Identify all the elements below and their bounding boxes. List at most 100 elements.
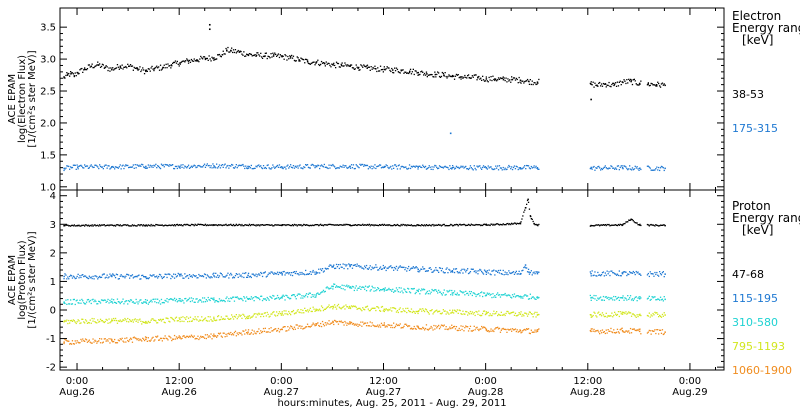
data-point: [418, 327, 420, 329]
data-point: [398, 287, 400, 289]
data-point: [99, 302, 102, 304]
data-point: [360, 288, 362, 290]
data-point: [178, 273, 180, 276]
data-point: [619, 223, 621, 225]
data-point: [108, 302, 110, 304]
data-point: [265, 224, 267, 226]
data-point: [660, 316, 663, 318]
data-point: [417, 325, 419, 327]
data-point: [468, 328, 471, 330]
data-point: [191, 276, 193, 278]
data-point: [174, 273, 177, 276]
data-point: [268, 167, 270, 169]
data-point: [178, 298, 180, 300]
data-point: [327, 223, 329, 226]
data-point: [74, 277, 76, 280]
data-point: [344, 224, 346, 226]
data-point: [200, 223, 202, 225]
data-point: [95, 321, 97, 324]
data-point: [534, 311, 536, 313]
data-point: [344, 62, 346, 64]
data-point: [187, 299, 189, 301]
data-point: [509, 313, 511, 315]
data-point: [647, 224, 649, 226]
data-point: [448, 290, 450, 292]
data-point: [327, 306, 329, 308]
data-point: [367, 325, 369, 327]
data-point: [413, 287, 415, 290]
data-point: [182, 164, 184, 166]
data-point: [84, 338, 87, 340]
data-point: [443, 324, 445, 326]
data-point: [161, 340, 163, 342]
data-point: [253, 274, 255, 276]
data-point: [516, 329, 518, 331]
x-tick-label-date: Aug.29: [672, 387, 707, 398]
y-tick-label-electron: 3.0: [40, 55, 56, 66]
data-point: [98, 300, 100, 302]
data-point: [384, 326, 386, 328]
data-point: [504, 314, 506, 317]
data-point: [507, 78, 509, 80]
data-point: [247, 54, 249, 56]
data-point: [637, 168, 639, 170]
data-point: [213, 318, 215, 320]
data-point: [143, 276, 145, 278]
data-point: [510, 81, 512, 83]
data-point: [333, 283, 335, 285]
data-point: [476, 311, 478, 313]
data-point: [230, 223, 232, 225]
data-point: [176, 60, 178, 63]
data-point: [227, 333, 229, 335]
data-point: [613, 272, 615, 274]
data-point: [417, 326, 419, 329]
data-point: [342, 288, 344, 290]
data-point: [212, 163, 214, 165]
data-point: [344, 308, 346, 310]
data-point: [399, 72, 401, 74]
data-point: [506, 295, 508, 297]
data-point: [81, 274, 83, 276]
data-point: [315, 273, 317, 275]
data-point: [464, 166, 466, 168]
data-point: [366, 67, 368, 69]
data-point: [510, 312, 512, 314]
data-point: [353, 168, 355, 170]
data-point: [615, 296, 617, 298]
data-point: [175, 224, 178, 226]
data-point: [119, 319, 121, 321]
data-point: [335, 61, 338, 63]
data-point: [594, 298, 596, 300]
data-point: [467, 223, 470, 226]
data-point: [364, 224, 367, 226]
series-1060-1900: [63, 319, 666, 345]
data-point: [446, 311, 448, 313]
data-point: [94, 339, 96, 341]
data-point: [608, 330, 610, 332]
data-point: [405, 166, 407, 168]
data-point: [472, 313, 474, 315]
data-point: [513, 165, 516, 167]
data-point: [532, 220, 534, 223]
data-point: [381, 289, 384, 291]
data-point: [122, 224, 124, 226]
data-point: [130, 65, 133, 67]
data-point: [367, 168, 369, 170]
data-point: [532, 316, 534, 318]
data-point: [289, 224, 291, 226]
data-point: [337, 62, 340, 65]
data-point: [133, 319, 135, 321]
data-point: [291, 224, 294, 226]
data-point: [78, 302, 80, 304]
data-point: [289, 327, 291, 329]
data-point: [649, 330, 651, 332]
data-point: [254, 313, 256, 315]
data-point: [243, 51, 245, 53]
data-point: [222, 299, 224, 302]
data-point: [90, 164, 92, 166]
data-point: [536, 330, 539, 333]
data-point: [86, 341, 89, 343]
x-tick-label-date: Aug.26: [161, 387, 196, 398]
data-point: [86, 299, 89, 301]
data-point: [436, 309, 438, 311]
